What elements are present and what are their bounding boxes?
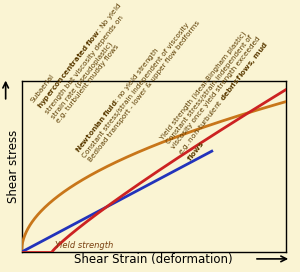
- Text: Yield strength (ideal-Bingham plastic)
Constant stress/strain independent of
vis: Yield strength (ideal-Bingham plastic) C…: [159, 26, 279, 163]
- Text: Subaerial
$\mathbf{hyperconcentrated\/ flow}$: No yield
strength but viscosity d: Subaerial $\mathbf{hyperconcentrated\/ f…: [29, 0, 141, 124]
- Text: Yield strength: Yield strength: [55, 241, 113, 250]
- Text: $\mathbf{Newtonian\/ fluid}$: no yield strength
Constant stress/strain independe: $\mathbf{Newtonian\/ fluid}$: no yield s…: [73, 9, 201, 163]
- Y-axis label: Shear stress: Shear stress: [7, 130, 20, 203]
- X-axis label: Shear Strain (deformation): Shear Strain (deformation): [74, 254, 233, 267]
